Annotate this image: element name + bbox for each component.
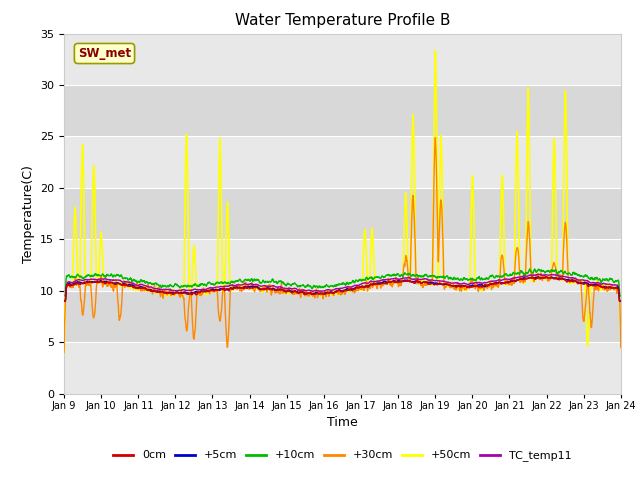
- TC_temp11: [358, 280, 366, 286]
- +10cm: [60, 293, 68, 299]
- Line: +10cm: +10cm: [64, 269, 621, 296]
- 0cm: [542, 274, 550, 280]
- +30cm: [617, 345, 625, 350]
- +5cm: [584, 280, 591, 286]
- TC_temp11: [568, 275, 575, 281]
- +5cm: [568, 277, 575, 283]
- +30cm: [568, 276, 575, 282]
- +30cm: [60, 349, 68, 355]
- +5cm: [371, 281, 378, 287]
- +50cm: [568, 279, 575, 285]
- +30cm: [371, 280, 378, 286]
- +10cm: [216, 280, 223, 286]
- TC_temp11: [504, 276, 512, 282]
- Line: 0cm: 0cm: [64, 277, 621, 301]
- +10cm: [568, 272, 575, 278]
- +10cm: [504, 273, 512, 278]
- 0cm: [216, 288, 223, 294]
- +5cm: [534, 274, 542, 280]
- 0cm: [584, 282, 591, 288]
- 0cm: [371, 281, 378, 287]
- Bar: [64, 188, 621, 240]
- Bar: [64, 34, 621, 85]
- TC_temp11: [216, 284, 223, 290]
- +10cm: [358, 276, 366, 282]
- Line: +5cm: +5cm: [64, 277, 621, 301]
- +50cm: [617, 341, 625, 347]
- Text: SW_met: SW_met: [78, 47, 131, 60]
- +30cm: [358, 285, 366, 290]
- 0cm: [504, 279, 512, 285]
- TC_temp11: [617, 298, 625, 304]
- +5cm: [617, 298, 625, 304]
- TC_temp11: [584, 277, 591, 283]
- TC_temp11: [371, 279, 378, 285]
- Legend: 0cm, +5cm, +10cm, +30cm, +50cm, TC_temp11: 0cm, +5cm, +10cm, +30cm, +50cm, TC_temp1…: [109, 446, 576, 466]
- +50cm: [358, 280, 366, 286]
- +10cm: [617, 293, 625, 299]
- 0cm: [568, 278, 575, 284]
- 0cm: [617, 298, 625, 304]
- +30cm: [584, 280, 591, 286]
- +10cm: [584, 273, 591, 279]
- Y-axis label: Temperature(C): Temperature(C): [22, 165, 35, 263]
- +5cm: [60, 298, 68, 304]
- Title: Water Temperature Profile B: Water Temperature Profile B: [235, 13, 450, 28]
- Bar: [64, 136, 621, 188]
- X-axis label: Time: Time: [327, 416, 358, 429]
- 0cm: [358, 284, 366, 289]
- +5cm: [358, 284, 366, 289]
- +50cm: [431, 48, 439, 53]
- TC_temp11: [535, 272, 543, 277]
- +30cm: [431, 135, 439, 141]
- +10cm: [371, 275, 378, 280]
- +50cm: [216, 158, 223, 164]
- Line: +30cm: +30cm: [64, 138, 621, 352]
- +30cm: [504, 281, 512, 287]
- +10cm: [525, 266, 533, 272]
- 0cm: [60, 298, 68, 304]
- TC_temp11: [60, 298, 68, 304]
- Line: TC_temp11: TC_temp11: [64, 275, 621, 301]
- Bar: [64, 85, 621, 136]
- Bar: [64, 240, 621, 291]
- +5cm: [216, 287, 223, 292]
- +50cm: [584, 341, 591, 347]
- +50cm: [60, 349, 68, 355]
- +5cm: [504, 280, 512, 286]
- +50cm: [371, 272, 378, 278]
- Bar: [64, 291, 621, 342]
- +50cm: [504, 282, 512, 288]
- Bar: [64, 342, 621, 394]
- Line: +50cm: +50cm: [64, 50, 621, 352]
- +30cm: [216, 314, 223, 320]
